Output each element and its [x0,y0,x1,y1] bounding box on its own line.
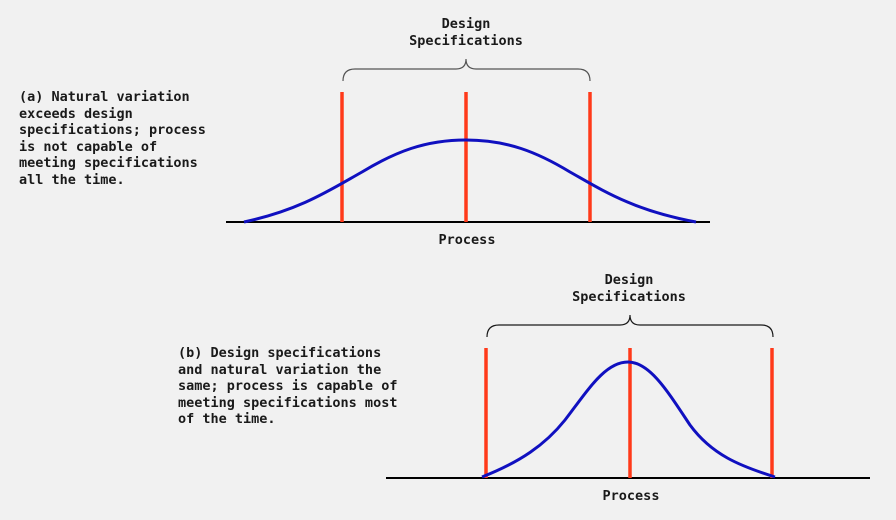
panel-a-distribution-curve [243,138,697,224]
panel-b-axis-label: Process [602,488,660,504]
panel-a-axis-label: Process [438,232,496,248]
panel-b-spec-brace [486,314,774,338]
panel-a-caption: (a) Natural variation exceeds design spe… [19,89,206,188]
panel-a-spec-brace [342,58,591,82]
panel-a-spec-title: Design Specifications [409,16,523,49]
panel-a-graphic [226,58,710,224]
panel-b-graphic [386,314,870,479]
panel-b-distribution-curve [481,360,776,479]
panel-b-spec-title: Design Specifications [572,272,686,305]
panel-b-caption: (b) Design specifications and natural va… [178,345,398,427]
